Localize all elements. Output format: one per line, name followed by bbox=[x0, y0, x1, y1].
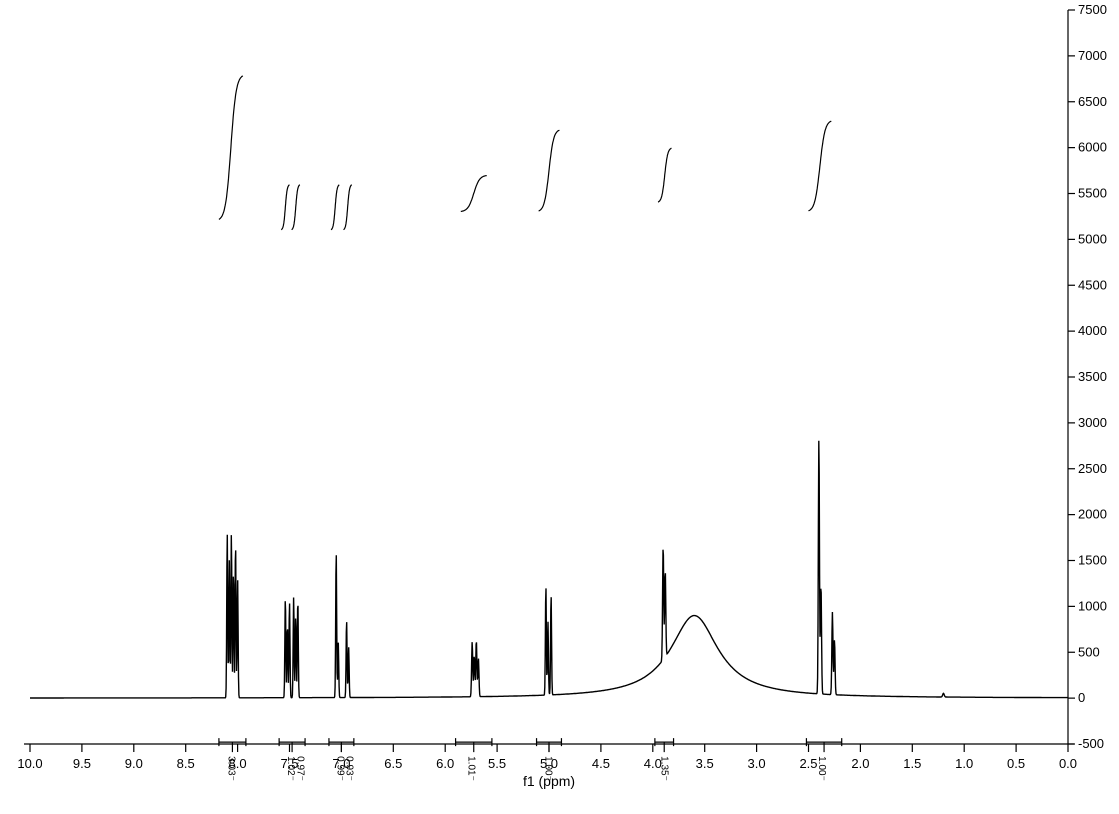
y-tick-label: 7500 bbox=[1078, 2, 1107, 17]
y-tick-label: 6500 bbox=[1078, 94, 1107, 109]
spectrum-trace bbox=[30, 441, 1068, 698]
x-tick-label: 9.0 bbox=[125, 756, 143, 771]
integration-label: 0.93⁻ bbox=[343, 756, 354, 781]
integration-label: 1.00⁻ bbox=[816, 756, 827, 781]
integral-curve bbox=[281, 185, 289, 230]
integral-curve bbox=[331, 185, 339, 230]
x-tick-label: 4.5 bbox=[592, 756, 610, 771]
x-tick-label: 1.0 bbox=[955, 756, 973, 771]
x-tick-label: 6.0 bbox=[436, 756, 454, 771]
y-tick-label: 1000 bbox=[1078, 598, 1107, 613]
y-tick-label: 5500 bbox=[1078, 186, 1107, 201]
x-tick-label: 6.5 bbox=[384, 756, 402, 771]
integral-curve bbox=[809, 121, 832, 211]
x-tick-label: 0.0 bbox=[1059, 756, 1077, 771]
integration-label: 1.35⁻ bbox=[658, 756, 669, 781]
integration-label: 0.97⁻ bbox=[294, 756, 305, 781]
x-tick-label: 0.5 bbox=[1007, 756, 1025, 771]
y-tick-label: 3000 bbox=[1078, 415, 1107, 430]
integral-curve bbox=[461, 176, 487, 212]
x-tick-label: 8.5 bbox=[177, 756, 195, 771]
nmr-svg: 0.00.51.01.52.02.53.03.54.04.55.05.56.06… bbox=[0, 0, 1119, 814]
y-tick-label: 1500 bbox=[1078, 553, 1107, 568]
integral-curve bbox=[292, 185, 300, 230]
y-tick-label: 4500 bbox=[1078, 277, 1107, 292]
y-tick-label: 6000 bbox=[1078, 140, 1107, 155]
integral-curve bbox=[539, 130, 560, 211]
integration-label: 3.03⁻ bbox=[225, 756, 236, 781]
y-tick-label: -500 bbox=[1078, 736, 1104, 751]
x-tick-label: 1.5 bbox=[903, 756, 921, 771]
x-tick-label: 5.5 bbox=[488, 756, 506, 771]
integral-curve bbox=[658, 148, 672, 202]
y-tick-label: 500 bbox=[1078, 644, 1100, 659]
integration-label: 1.01⁻ bbox=[465, 756, 476, 781]
y-tick-label: 0 bbox=[1078, 690, 1085, 705]
x-tick-label: 10.0 bbox=[17, 756, 42, 771]
y-tick-label: 2500 bbox=[1078, 461, 1107, 476]
x-tick-label: 2.0 bbox=[851, 756, 869, 771]
x-tick-label: 3.5 bbox=[696, 756, 714, 771]
y-tick-label: 3500 bbox=[1078, 369, 1107, 384]
integral-curve bbox=[219, 76, 243, 220]
integral-curve bbox=[344, 185, 352, 230]
x-tick-label: 3.0 bbox=[748, 756, 766, 771]
y-tick-label: 4000 bbox=[1078, 323, 1107, 338]
y-tick-label: 5000 bbox=[1078, 231, 1107, 246]
integration-label: 1.00⁻ bbox=[542, 756, 553, 781]
nmr-spectrum-chart: 0.00.51.01.52.02.53.03.54.04.55.05.56.06… bbox=[0, 0, 1119, 814]
x-tick-label: 2.5 bbox=[799, 756, 817, 771]
x-tick-label: 9.5 bbox=[73, 756, 91, 771]
y-tick-label: 7000 bbox=[1078, 48, 1107, 63]
y-tick-label: 2000 bbox=[1078, 507, 1107, 522]
